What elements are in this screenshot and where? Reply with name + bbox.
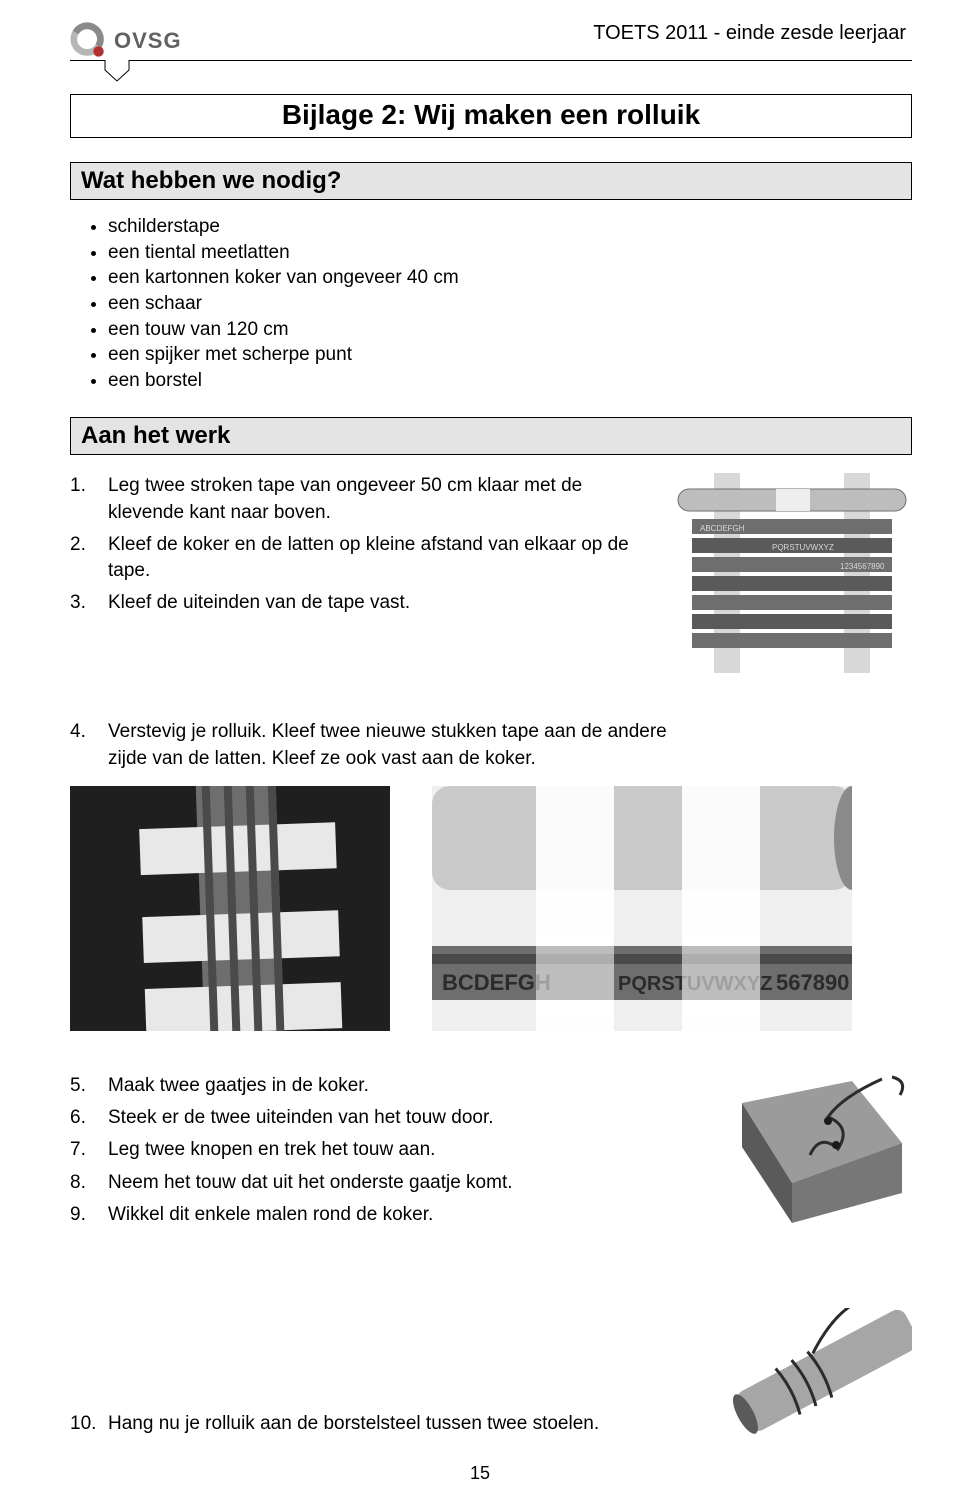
step-text: Neem het touw dat uit het onderste gaatj…: [108, 1170, 513, 1196]
header-notch-icon: [104, 60, 130, 82]
steps-list-2: 5. Maak twee gaatjes in de koker. 6. Ste…: [70, 1073, 712, 1234]
step-row: 3. Kleef de uiteinden van de tape vast.: [70, 590, 648, 616]
step-row: 7. Leg twee knopen en trek het touw aan.: [70, 1137, 712, 1163]
steps-1-3-block: 1. Leg twee stroken tape van ongeveer 50…: [70, 473, 912, 685]
step-4-block: 4. Verstevig je rolluik. Kleef twee nieu…: [70, 719, 912, 771]
step-row: 4. Verstevig je rolluik. Kleef twee nieu…: [70, 719, 912, 771]
figure-3: [732, 1073, 912, 1236]
steps-list-1: 1. Leg twee stroken tape van ongeveer 50…: [70, 473, 648, 622]
list-item: schilderstape: [108, 214, 912, 240]
step-number: 5.: [70, 1073, 108, 1099]
list-item: een spijker met scherpe punt: [108, 342, 912, 368]
svg-text:567890: 567890: [776, 970, 849, 995]
steps-5-9-block: 5. Maak twee gaatjes in de koker. 6. Ste…: [70, 1073, 912, 1236]
step-text: Kleef de uiteinden van de tape vast.: [108, 590, 410, 616]
logo-q-icon: [70, 22, 108, 60]
svg-text:BCDEFGH: BCDEFGH: [442, 970, 551, 995]
step-row: 5. Maak twee gaatjes in de koker.: [70, 1073, 712, 1099]
step-number: 6.: [70, 1105, 108, 1131]
koker-wrap-icon: [712, 1308, 912, 1438]
logo: OVSG: [70, 22, 182, 60]
photo-tape-back-icon: [70, 786, 390, 1031]
step-row: 6. Steek er de twee uiteinden van het to…: [70, 1105, 712, 1131]
svg-text:PQRSTUVWXYZ: PQRSTUVWXYZ: [772, 543, 834, 552]
page-title: Bijlage 2: Wij maken een rolluik: [70, 94, 912, 138]
list-item: een kartonnen koker van ongeveer 40 cm: [108, 265, 912, 291]
header: OVSG TOETS 2011 - einde zesde leerjaar: [70, 18, 912, 60]
svg-text:1234567890: 1234567890: [840, 562, 885, 571]
step-text: Kleef de koker en de latten op kleine af…: [108, 532, 648, 584]
step-row: 1. Leg twee stroken tape van ongeveer 50…: [70, 473, 648, 525]
section-work-heading: Aan het werk: [70, 417, 912, 455]
figure-4: [712, 1308, 912, 1443]
step-number: 1.: [70, 473, 108, 525]
step-text: Verstevig je rolluik. Kleef twee nieuwe …: [108, 719, 668, 771]
list-item: een schaar: [108, 291, 912, 317]
step-10-block: 10. Hang nu je rolluik aan de borstelste…: [70, 1308, 912, 1443]
rolluik-assembly-icon: ABCDEFGH PQRSTUVWXYZ 1234567890: [672, 465, 912, 680]
list-item: een borstel: [108, 368, 912, 394]
koker-knot-icon: [732, 1073, 912, 1231]
step-text: Leg twee stroken tape van ongeveer 50 cm…: [108, 473, 648, 525]
step-text: Maak twee gaatjes in de koker.: [108, 1073, 369, 1099]
logo-text: OVSG: [114, 28, 182, 54]
figure-1: ABCDEFGH PQRSTUVWXYZ 1234567890: [672, 465, 912, 685]
step-text: Hang nu je rolluik aan de borstelsteel t…: [108, 1411, 599, 1437]
step-row: 8. Neem het touw dat uit het onderste ga…: [70, 1170, 712, 1196]
step-row: 9. Wikkel dit enkele malen rond de koker…: [70, 1202, 712, 1228]
step-number: 8.: [70, 1170, 108, 1196]
header-rule: [70, 60, 912, 61]
page-number: 15: [0, 1463, 960, 1484]
step-number: 4.: [70, 719, 108, 771]
step-row: 10. Hang nu je rolluik aan de borstelste…: [70, 1411, 692, 1437]
step-text: Wikkel dit enkele malen rond de koker.: [108, 1202, 433, 1228]
step-number: 9.: [70, 1202, 108, 1228]
step-text: Leg twee knopen en trek het touw aan.: [108, 1137, 435, 1163]
step-number: 7.: [70, 1137, 108, 1163]
step-number: 10.: [70, 1411, 108, 1437]
step-text: Steek er de twee uiteinden van het touw …: [108, 1105, 494, 1131]
list-item: een tiental meetlatten: [108, 240, 912, 266]
two-photo-row: BCDEFGH PQRSTUVWXYZ 567890: [70, 786, 912, 1031]
photo-tape-front-icon: BCDEFGH PQRSTUVWXYZ 567890: [432, 786, 852, 1031]
header-right-text: TOETS 2011 - einde zesde leerjaar: [593, 22, 906, 45]
list-item: een touw van 120 cm: [108, 317, 912, 343]
steps-list-3: 10. Hang nu je rolluik aan de borstelste…: [70, 1411, 692, 1443]
step-number: 3.: [70, 590, 108, 616]
page: OVSG TOETS 2011 - einde zesde leerjaar B…: [0, 0, 960, 1492]
need-list: schilderstape een tiental meetlatten een…: [70, 214, 912, 393]
step-row: 2. Kleef de koker en de latten op kleine…: [70, 532, 648, 584]
section-need-heading: Wat hebben we nodig?: [70, 162, 912, 200]
svg-text:ABCDEFGH: ABCDEFGH: [700, 524, 745, 533]
step-number: 2.: [70, 532, 108, 584]
